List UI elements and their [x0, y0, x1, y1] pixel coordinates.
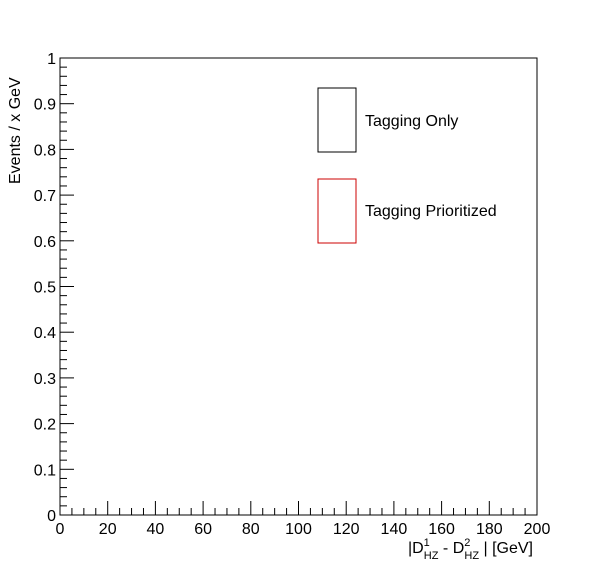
x-label-d1-sub: HZ	[424, 550, 439, 562]
x-label-minus: - D	[438, 540, 464, 557]
y-tick-label: 0.9	[34, 97, 56, 114]
legend-label-tagging-prioritized: Tagging Prioritized	[365, 203, 497, 220]
legend-label-tagging-only: Tagging Only	[365, 113, 458, 130]
y-tick-label: 1	[47, 51, 56, 68]
x-tick-label: 100	[285, 521, 312, 538]
y-tick-label: 0.2	[34, 417, 56, 434]
x-label-d2-sub: HZ	[464, 550, 479, 562]
x-label-open: |D	[408, 540, 424, 557]
y-axis-label: Events / x GeV	[7, 77, 24, 184]
y-tick-label: 0.8	[34, 142, 56, 159]
y-tick-label: 0.1	[34, 462, 56, 479]
x-label-close: | [GeV]	[479, 540, 533, 557]
x-tick-label: 0	[56, 521, 65, 538]
x-tick-label: 180	[476, 521, 503, 538]
axis-ticks	[59, 57, 538, 516]
x-tick-label: 200	[524, 521, 551, 538]
x-tick-label: 60	[194, 521, 212, 538]
y-tick-labels: 0 0.1 0.2 0.3 0.4 0.5 0.6 0.7 0.8 0.9 1	[34, 51, 56, 525]
x-tick-label: 40	[147, 521, 165, 538]
y-tick-label: 0.6	[34, 234, 56, 251]
y-tick-label: 0.7	[34, 188, 56, 205]
legend-swatch-tagging-prioritized	[317, 178, 357, 244]
x-tick-label: 160	[428, 521, 455, 538]
y-tick-label: 0.5	[34, 280, 56, 297]
x-tick-label: 140	[381, 521, 408, 538]
x-tick-label: 80	[242, 521, 260, 538]
x-label-d1-sup: 1	[424, 537, 430, 549]
y-tick-label: 0	[47, 508, 56, 525]
y-tick-label: 0.4	[34, 325, 56, 342]
legend: Tagging Only Tagging Prioritized	[317, 87, 497, 244]
x-tick-labels: 0 20 40 60 80 100 120 140 160 180 200	[56, 521, 551, 538]
legend-swatch-tagging-only	[317, 87, 357, 153]
x-tick-label: 120	[333, 521, 360, 538]
y-tick-label: 0.3	[34, 371, 56, 388]
x-tick-label: 20	[99, 521, 117, 538]
x-axis-label: |D1 HZ - D2 HZ | [GeV]	[408, 537, 533, 562]
x-label-d2-sup: 2	[464, 537, 470, 549]
